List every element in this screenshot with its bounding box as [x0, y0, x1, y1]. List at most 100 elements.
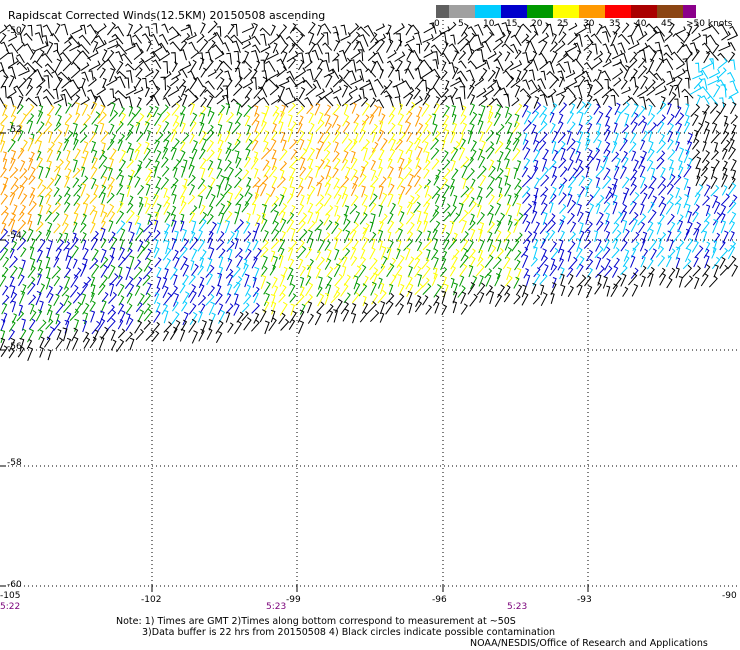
wind-barb	[63, 300, 72, 313]
wind-barb	[595, 238, 602, 252]
wind-barb	[145, 183, 151, 196]
wind-barb	[370, 175, 379, 188]
wind-barb	[522, 253, 529, 269]
wind-barb	[200, 112, 206, 126]
wind-barb	[403, 121, 412, 136]
wind-barb	[638, 156, 645, 169]
wind-barb	[476, 87, 487, 98]
wind-barb	[483, 59, 490, 70]
wind-barb	[546, 23, 554, 37]
wind-barb	[521, 175, 532, 188]
wind-barb	[674, 76, 683, 91]
wind-barb	[377, 263, 386, 277]
wind-barb	[667, 149, 676, 160]
wind-barb	[106, 139, 115, 151]
wind-barb	[592, 98, 601, 108]
wind-barb	[575, 263, 584, 278]
wind-barb	[10, 176, 19, 190]
wind-barb	[125, 317, 134, 332]
wind-barb	[54, 58, 62, 73]
wind-barb	[82, 302, 90, 315]
wind-barb	[369, 97, 377, 108]
wind-barb	[694, 276, 700, 290]
wind-barb	[224, 159, 232, 172]
wind-barb	[450, 146, 459, 162]
wind-barb	[711, 110, 721, 125]
wind-barb	[8, 329, 15, 341]
wind-barb	[576, 255, 585, 270]
wind-barb	[287, 128, 293, 143]
wind-barb	[630, 22, 639, 37]
wind-barb	[433, 294, 440, 306]
wind-barb	[299, 303, 306, 315]
wind-barb	[169, 76, 179, 87]
wind-barb	[72, 167, 81, 179]
wind-barb	[82, 331, 90, 343]
wind-barb	[227, 191, 234, 206]
wind-barb	[397, 239, 402, 252]
wind-barb	[64, 113, 73, 124]
wind-barb	[477, 113, 483, 126]
wind-barb	[674, 105, 682, 118]
wind-barb	[150, 50, 161, 61]
wind-barb	[18, 77, 27, 89]
wind-barb	[78, 34, 91, 46]
wind-barb	[115, 97, 124, 109]
wind-barb	[386, 60, 395, 70]
wind-barb	[650, 167, 656, 180]
wind-barb	[173, 319, 181, 334]
wind-barb	[88, 60, 101, 71]
wind-barb	[171, 146, 177, 161]
wind-barb	[107, 40, 119, 50]
lat-label: -58	[7, 458, 22, 468]
wind-barb	[126, 142, 132, 154]
wind-barb	[60, 23, 69, 36]
wind-barb	[307, 258, 314, 270]
wind-barb	[309, 133, 314, 144]
wind-barbs-layer	[0, 20, 739, 361]
wind-barb	[271, 157, 277, 171]
legend-label: 35	[609, 19, 621, 29]
wind-barb	[543, 148, 549, 159]
wind-barb	[38, 165, 44, 179]
wind-barb	[405, 140, 414, 155]
wind-barb	[712, 43, 720, 54]
wind-barb	[358, 128, 366, 143]
wind-barb	[52, 88, 59, 100]
wind-barb	[487, 238, 494, 252]
wind-barb	[69, 284, 79, 298]
wind-barb	[47, 349, 52, 361]
wind-barb	[305, 282, 314, 297]
wind-barb	[717, 67, 727, 79]
wind-barb	[503, 93, 510, 107]
wind-barb	[557, 50, 569, 63]
wind-barb	[613, 165, 620, 178]
wind-barb	[701, 59, 714, 70]
wind-barb	[432, 220, 441, 234]
wind-barb	[218, 309, 226, 324]
wind-barb	[209, 177, 216, 190]
wind-barb	[523, 203, 533, 216]
wind-barb	[613, 77, 622, 87]
wind-barb	[280, 42, 289, 55]
wind-barb	[334, 214, 341, 226]
wind-barb	[125, 96, 133, 110]
wind-barb	[407, 265, 413, 278]
wind-barb	[317, 159, 325, 171]
wind-barb	[186, 31, 197, 41]
wind-barb	[414, 76, 424, 90]
wind-barb	[577, 211, 584, 223]
wind-barb	[126, 202, 134, 214]
wind-barb	[594, 282, 602, 295]
wind-barb	[425, 114, 433, 125]
wind-barb	[82, 193, 91, 205]
wind-barb	[73, 159, 78, 173]
wind-barb	[278, 247, 285, 260]
wind-barb	[333, 185, 341, 199]
wind-barb	[142, 219, 153, 233]
wind-barb	[489, 290, 495, 305]
wind-barb	[647, 266, 655, 279]
wind-barb	[171, 70, 181, 81]
wind-barb	[241, 23, 255, 34]
wind-barb	[703, 104, 710, 115]
